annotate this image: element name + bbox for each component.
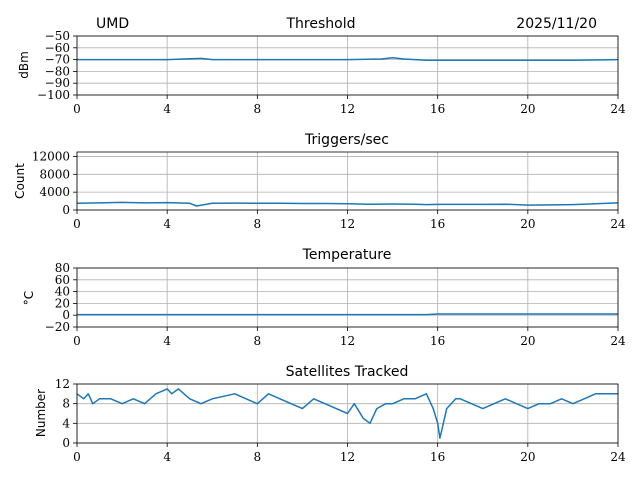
y-axis-label: Number	[34, 389, 48, 437]
x-tick-label: 20	[520, 102, 535, 116]
y-tick-label: 12	[55, 377, 70, 391]
y-tick-label: 40	[55, 285, 70, 299]
y-tick-label: 12000	[32, 149, 70, 163]
x-tick-label: 4	[163, 102, 171, 116]
y-axis-label: Count	[13, 163, 27, 199]
x-tick-label: 8	[254, 217, 262, 231]
x-tick-label: 24	[610, 450, 626, 464]
y-tick-label: 4000	[39, 185, 70, 199]
x-tick-label: 12	[340, 334, 355, 348]
chart-satellites: Satellites Tracked Number 0 4 8 12 16 20 24 12 8…	[34, 364, 626, 464]
x-tick-label: 16	[430, 450, 445, 464]
x-tick-label: 24	[610, 334, 626, 348]
x-tick-label: 12	[340, 102, 355, 116]
y-tick-label: 8	[62, 397, 70, 411]
chart-title: Threshold	[286, 16, 356, 32]
header-left-label: UMD	[96, 16, 129, 32]
series-line	[77, 313, 618, 316]
x-tick-label: 4	[163, 450, 171, 464]
y-tick-label: 60	[55, 273, 70, 287]
x-tick-label: 4	[163, 334, 171, 348]
y-tick-label: −100	[37, 88, 70, 102]
y-tick-label: −50	[45, 29, 70, 43]
chart-title: Temperature	[302, 247, 392, 263]
x-tick-label: 12	[340, 450, 355, 464]
x-tick-label: 0	[73, 334, 81, 348]
y-tick-label: −90	[45, 76, 70, 90]
y-tick-label: 0	[62, 308, 70, 322]
x-tick-label: 20	[520, 450, 535, 464]
y-tick-label: 0	[62, 203, 70, 217]
x-tick-label: 0	[73, 102, 81, 116]
x-tick-label: 16	[430, 334, 445, 348]
x-tick-label: 24	[610, 217, 626, 231]
x-tick-label: 0	[73, 450, 81, 464]
y-tick-label: 20	[55, 296, 70, 310]
series-line	[76, 201, 619, 207]
x-tick-label: 0	[73, 217, 81, 231]
series-line	[77, 57, 619, 61]
x-tick-label: 24	[610, 102, 626, 116]
x-tick-label: 8	[254, 334, 262, 348]
y-tick-label: 4	[62, 416, 70, 430]
y-axis-label: dBm	[17, 51, 31, 79]
header-right-date: 2025/11/20	[516, 16, 597, 32]
y-tick-label: 8000	[39, 167, 70, 181]
y-axis-label: °C	[22, 291, 36, 305]
x-tick-label: 12	[340, 217, 355, 231]
y-tick-label: −80	[45, 64, 70, 78]
y-tick-label: 0	[62, 436, 70, 450]
y-tick-label: 80	[55, 261, 70, 275]
x-tick-label: 16	[430, 217, 445, 231]
chart-title: Satellites Tracked	[286, 364, 409, 380]
chart-triggers: Triggers/sec Count 0 4 8 12 16 20 24 12000 8000 4…	[13, 132, 626, 231]
x-tick-label: 4	[163, 217, 171, 231]
x-tick-label: 16	[430, 102, 445, 116]
x-tick-label: 20	[520, 334, 535, 348]
chart-title: Triggers/sec	[304, 132, 389, 148]
series-line	[76, 388, 618, 439]
x-tick-label: 8	[254, 102, 262, 116]
y-tick-label: −60	[45, 41, 70, 55]
x-tick-label: 8	[254, 450, 262, 464]
y-tick-label: −20	[45, 320, 70, 334]
y-tick-label: −70	[45, 53, 70, 67]
x-tick-label: 20	[520, 217, 535, 231]
chart-threshold: Threshold dBm 0 4 8 12 16 20 24 −50−60−70−80−90…	[17, 16, 626, 116]
